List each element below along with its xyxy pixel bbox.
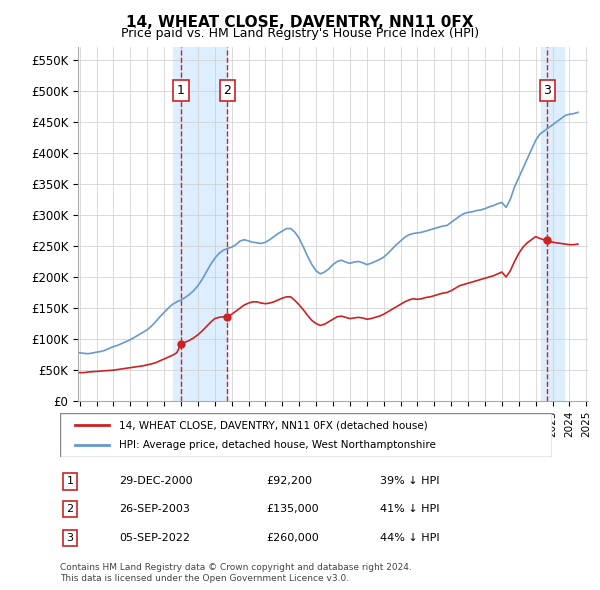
FancyBboxPatch shape [60, 413, 552, 457]
Text: £135,000: £135,000 [266, 504, 319, 514]
Text: HPI: Average price, detached house, West Northamptonshire: HPI: Average price, detached house, West… [119, 440, 436, 450]
Text: Contains HM Land Registry data © Crown copyright and database right 2024.
This d: Contains HM Land Registry data © Crown c… [60, 563, 412, 583]
Text: 14, WHEAT CLOSE, DAVENTRY, NN11 0FX: 14, WHEAT CLOSE, DAVENTRY, NN11 0FX [126, 15, 474, 30]
Text: 26-SEP-2003: 26-SEP-2003 [119, 504, 190, 514]
Text: £260,000: £260,000 [266, 533, 319, 543]
Text: 3: 3 [67, 533, 73, 543]
Text: Price paid vs. HM Land Registry's House Price Index (HPI): Price paid vs. HM Land Registry's House … [121, 27, 479, 40]
Text: £92,200: £92,200 [266, 477, 313, 486]
Bar [173, 47, 227, 401]
Text: 1: 1 [177, 84, 185, 97]
Text: 29-DEC-2000: 29-DEC-2000 [119, 477, 193, 486]
Bar [541, 47, 565, 401]
Text: 3: 3 [544, 84, 551, 97]
Text: 44% ↓ HPI: 44% ↓ HPI [380, 533, 439, 543]
Text: 2: 2 [224, 84, 232, 97]
Text: 2: 2 [66, 504, 73, 514]
Text: 39% ↓ HPI: 39% ↓ HPI [380, 477, 439, 486]
Text: 05-SEP-2022: 05-SEP-2022 [119, 533, 190, 543]
Text: 14, WHEAT CLOSE, DAVENTRY, NN11 0FX (detached house): 14, WHEAT CLOSE, DAVENTRY, NN11 0FX (det… [119, 421, 428, 430]
Text: 1: 1 [67, 477, 73, 486]
Text: 41% ↓ HPI: 41% ↓ HPI [380, 504, 439, 514]
